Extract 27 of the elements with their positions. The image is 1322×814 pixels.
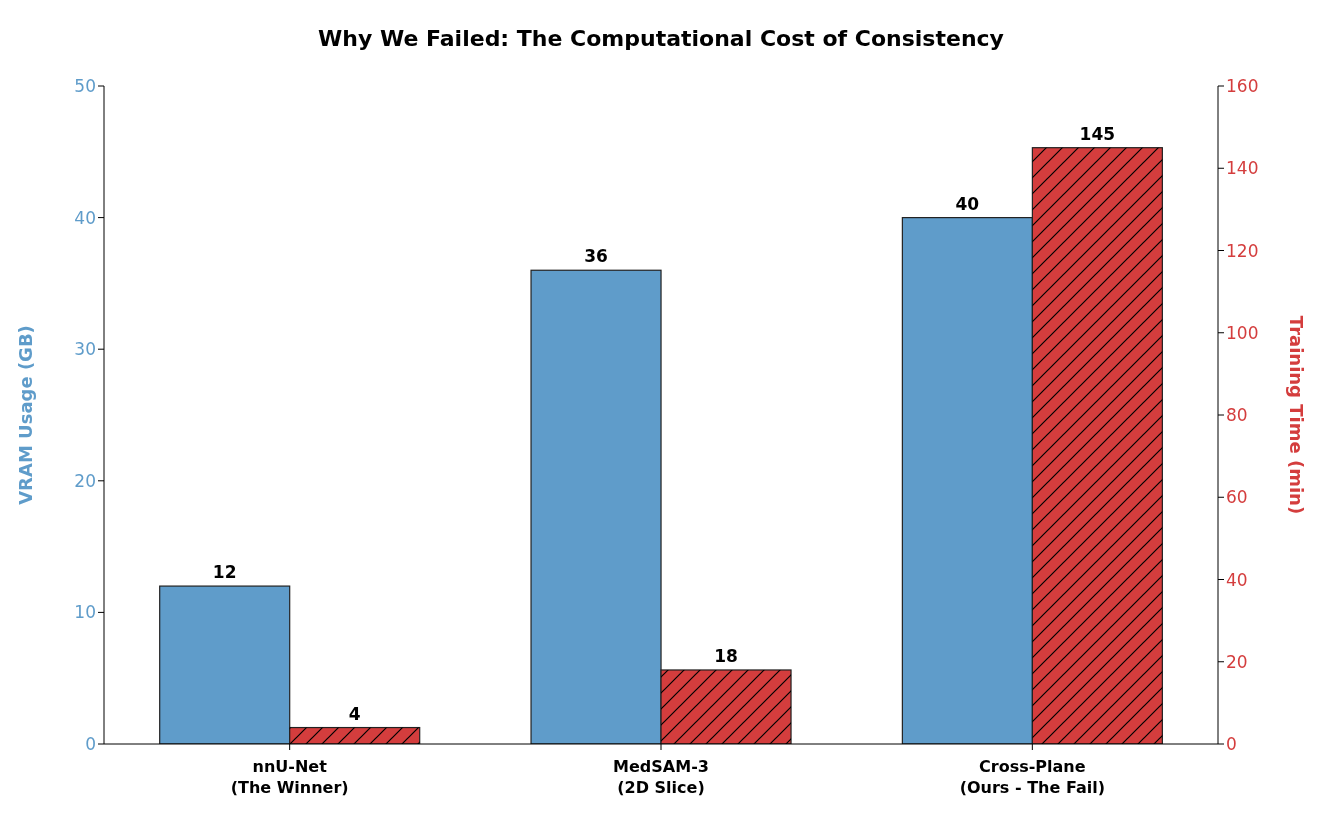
y2-tick-label: 20 <box>1226 651 1248 672</box>
data-label: 145 <box>1079 123 1116 144</box>
chart-title: Why We Failed: The Computational Cost of Consistency <box>317 25 1005 53</box>
x-tick-label: MedSAM-3 (2D Slice) <box>613 757 709 797</box>
data-label: 40 <box>955 193 980 214</box>
y-tick-label: 0 <box>85 734 96 755</box>
y2-tick-label: 120 <box>1226 240 1259 261</box>
y-tick-label: 20 <box>74 470 96 491</box>
y-tick-label: 10 <box>74 602 96 623</box>
y2-tick-label: 60 <box>1226 487 1248 508</box>
y-tick-label: 50 <box>74 76 96 97</box>
x-tick-label: Cross-Plane (Ours - The Fail) <box>959 757 1105 797</box>
y-tick-label: 40 <box>74 207 96 228</box>
y2-tick-label: 40 <box>1226 569 1248 590</box>
y2-tick-label: 80 <box>1226 405 1248 426</box>
y2-tick-label: 140 <box>1226 158 1259 179</box>
y2-tick-label: 160 <box>1226 76 1259 97</box>
y2-axis-title: Training Time (min) <box>1285 315 1307 515</box>
data-label: 4 <box>348 703 361 724</box>
data-label: 12 <box>212 562 237 583</box>
data-label: 18 <box>714 645 738 666</box>
y2-tick-label: 0 <box>1226 734 1237 755</box>
data-label: 36 <box>584 246 608 267</box>
y2-tick-label: 100 <box>1226 322 1259 343</box>
y-axis-title: VRAM Usage (GB) <box>15 325 37 505</box>
y-tick-label: 30 <box>74 339 96 360</box>
x-tick-label: nnU-Net (The Winner) <box>230 757 349 797</box>
